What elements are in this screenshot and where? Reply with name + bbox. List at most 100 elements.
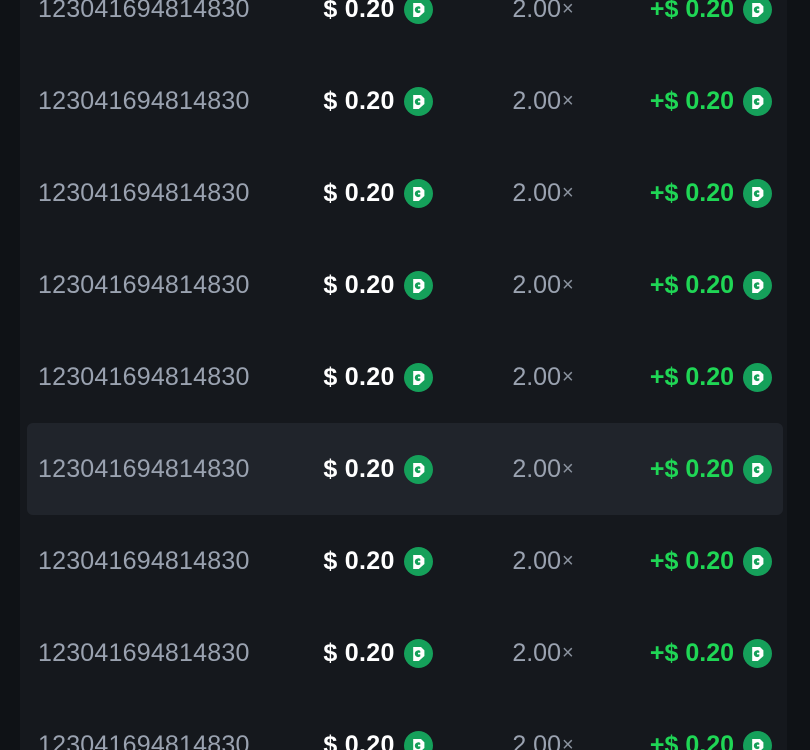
bet-amount-cell: $ 0.20 [288,0,468,24]
bet-amount-label: $ 0.20 [323,454,395,483]
currency-token-icon [403,362,433,392]
currency-token-icon [403,546,433,576]
multiplier-symbol: × [561,181,574,204]
payout-label: +$ 0.20 [649,730,734,750]
multiplier-symbol: × [561,457,574,480]
payout-cell: +$ 0.20 [618,638,783,668]
multiplier-cell: 2.00 × [468,87,618,116]
bet-id-cell[interactable]: 123041694814830 [27,271,288,300]
payout-label: +$ 0.20 [649,86,734,115]
multiplier-value: 2.00 [512,270,561,299]
bet-amount-cell: $ 0.20 [288,546,468,576]
currency-token-icon [743,0,772,24]
payout-label: +$ 0.20 [649,0,734,23]
bet-id-cell[interactable]: 123041694814830 [27,0,288,24]
bet-amount-cell: $ 0.20 [288,86,468,116]
currency-token-icon [743,730,772,750]
multiplier-value: 2.00 [512,730,561,750]
currency-token-icon [743,362,772,392]
bet-id-cell[interactable]: 123041694814830 [27,639,288,668]
currency-token-icon [743,86,772,116]
currency-token-icon [743,546,772,576]
multiplier-value: 2.00 [512,0,561,23]
currency-token-icon [403,0,433,24]
table-row[interactable]: 123041694814830 $ 0.20 2.00 × +$ 0.20 [27,331,783,423]
bet-id-label: 123041694814830 [38,730,250,750]
bet-amount-label: $ 0.20 [323,178,395,207]
bet-amount-label: $ 0.20 [323,546,395,575]
payout-cell: +$ 0.20 [618,454,783,484]
bet-id-label: 123041694814830 [38,362,250,391]
multiplier-cell: 2.00 × [468,547,618,576]
currency-token-icon [403,638,433,668]
currency-token-icon [403,178,433,208]
multiplier-cell: 2.00 × [468,363,618,392]
multiplier-symbol: × [561,273,574,296]
multiplier-symbol: × [561,641,574,664]
bet-id-label: 123041694814830 [38,270,250,299]
bet-amount-label: $ 0.20 [323,638,395,667]
payout-label: +$ 0.20 [649,638,734,667]
currency-token-icon [403,270,433,300]
multiplier-symbol: × [561,549,574,572]
bet-amount-cell: $ 0.20 [288,638,468,668]
multiplier-symbol: × [561,89,574,112]
multiplier-value: 2.00 [512,178,561,207]
multiplier-cell: 2.00 × [468,455,618,484]
bet-id-cell[interactable]: 123041694814830 [27,179,288,208]
payout-label: +$ 0.20 [649,178,734,207]
bet-id-cell[interactable]: 123041694814830 [27,455,288,484]
multiplier-cell: 2.00 × [468,639,618,668]
payout-cell: +$ 0.20 [618,270,783,300]
bet-id-cell[interactable]: 123041694814830 [27,547,288,576]
currency-token-icon [743,270,772,300]
bet-amount-label: $ 0.20 [323,730,395,750]
table-row[interactable]: 123041694814830 $ 0.20 2.00 × +$ 0.20 [27,147,783,239]
table-row[interactable]: 123041694814830 $ 0.20 2.00 × +$ 0.20 [27,239,783,331]
payout-cell: +$ 0.20 [618,362,783,392]
bet-id-cell[interactable]: 123041694814830 [27,87,288,116]
bet-id-label: 123041694814830 [38,86,250,115]
payout-cell: +$ 0.20 [618,730,783,750]
bet-amount-cell: $ 0.20 [288,454,468,484]
bet-amount-label: $ 0.20 [323,0,395,23]
multiplier-value: 2.00 [512,638,561,667]
table-row[interactable]: 123041694814830 $ 0.20 2.00 × +$ 0.20 [27,55,783,147]
bet-id-label: 123041694814830 [38,546,250,575]
multiplier-value: 2.00 [512,362,561,391]
bet-amount-cell: $ 0.20 [288,178,468,208]
payout-label: +$ 0.20 [649,454,734,483]
table-row[interactable]: 123041694814830 $ 0.20 2.00 × +$ 0.20 [27,699,783,750]
payout-label: +$ 0.20 [649,546,734,575]
multiplier-value: 2.00 [512,86,561,115]
bet-id-cell[interactable]: 123041694814830 [27,363,288,392]
bet-amount-label: $ 0.20 [323,270,395,299]
multiplier-symbol: × [561,0,574,20]
payout-cell: +$ 0.20 [618,546,783,576]
currency-token-icon [743,454,772,484]
multiplier-cell: 2.00 × [468,179,618,208]
bet-id-label: 123041694814830 [38,0,250,23]
bet-id-label: 123041694814830 [38,638,250,667]
bet-amount-cell: $ 0.20 [288,362,468,392]
table-row[interactable]: 123041694814830 $ 0.20 2.00 × +$ 0.20 [27,423,783,515]
multiplier-cell: 2.00 × [468,731,618,750]
currency-token-icon [403,86,433,116]
bet-id-label: 123041694814830 [38,178,250,207]
bet-amount-label: $ 0.20 [323,86,395,115]
payout-label: +$ 0.20 [649,270,734,299]
currency-token-icon [403,730,433,750]
payout-label: +$ 0.20 [649,362,734,391]
bet-id-cell[interactable]: 123041694814830 [27,731,288,750]
table-row[interactable]: 123041694814830 $ 0.20 2.00 × +$ 0.20 [27,0,783,55]
bet-id-label: 123041694814830 [38,454,250,483]
multiplier-symbol: × [561,733,574,750]
table-row[interactable]: 123041694814830 $ 0.20 2.00 × +$ 0.20 [27,607,783,699]
currency-token-icon [743,178,772,208]
bet-amount-label: $ 0.20 [323,362,395,391]
currency-token-icon [403,454,433,484]
table-row[interactable]: 123041694814830 $ 0.20 2.00 × +$ 0.20 [27,515,783,607]
payout-cell: +$ 0.20 [618,178,783,208]
